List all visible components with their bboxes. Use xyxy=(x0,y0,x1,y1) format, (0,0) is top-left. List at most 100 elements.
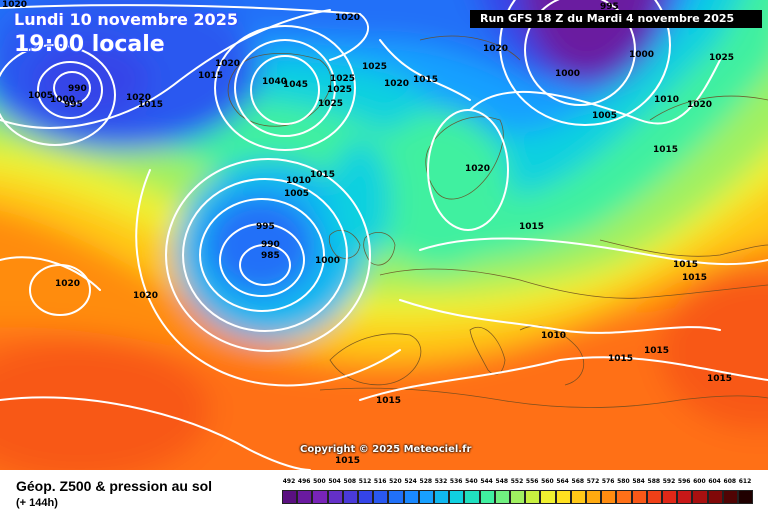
legend-footer: Géop. Z500 & pression au sol (+ 144h) 49… xyxy=(0,470,768,512)
isobar-label: 1015 xyxy=(519,222,544,232)
isobar-label: 1015 xyxy=(653,145,678,155)
scale-tick-label: 580 xyxy=(617,478,630,485)
isobar-label: 1015 xyxy=(310,170,335,180)
scale-tick-label: 528 xyxy=(419,478,433,485)
scale-tick-label: 584 xyxy=(632,478,645,485)
isobar-label: 1010 xyxy=(654,95,679,105)
scale-swatch xyxy=(358,490,374,504)
color-scale: 492 496 500 504 508 512 516 520 524 528 532 536 540 5… xyxy=(282,478,754,508)
isobar-label: 1000 xyxy=(555,69,580,79)
scale-swatch xyxy=(479,490,495,504)
scale-swatch xyxy=(601,490,617,504)
scale-swatch xyxy=(297,490,313,504)
scale-swatch xyxy=(662,490,678,504)
isobar-label: 990 xyxy=(68,84,87,94)
isobar-label: 1015 xyxy=(644,346,669,356)
map-canvas: 1020 1020 1020 1015 1005 990 1000 995 10… xyxy=(0,0,768,470)
isobar-label: 985 xyxy=(261,251,280,261)
geopotential-field xyxy=(0,0,768,470)
scale-tick-label: 600 xyxy=(693,478,706,485)
scale-swatch xyxy=(646,490,662,504)
isobar-label: 1000 xyxy=(315,256,340,266)
isobar-label: 1020 xyxy=(126,93,151,103)
scale-tick-label: 500 xyxy=(313,478,326,485)
scale-tick-label: 496 xyxy=(297,478,311,485)
scale-swatch xyxy=(631,490,647,504)
scale-tick-label: 556 xyxy=(525,478,539,485)
isobar-label: 1005 xyxy=(28,91,53,101)
isobar-label: 1010 xyxy=(286,176,311,186)
isobar-label: 1045 xyxy=(283,80,308,90)
scale-swatch xyxy=(722,490,738,504)
scale-tick-label: 592 xyxy=(662,478,676,485)
scale-tick-label: 492 xyxy=(282,478,296,485)
scale-tick-label: 604 xyxy=(708,478,721,485)
scale-tick-label: 552 xyxy=(510,478,524,485)
isobars xyxy=(0,0,768,470)
isobar-label: 1020 xyxy=(215,59,240,69)
scale-swatch xyxy=(312,490,328,504)
scale-swatch xyxy=(510,490,526,504)
isobar-label: 1000 xyxy=(50,95,75,105)
isobar-label: 1010 xyxy=(541,331,566,341)
isobar-label: 1020 xyxy=(335,13,360,23)
isobar-label: 1005 xyxy=(592,111,617,121)
run-info-label: Run GFS 18 Z du Mardi 4 novembre 2025 xyxy=(470,10,762,28)
isobar-label: 1015 xyxy=(335,456,360,466)
isobar-label: 1015 xyxy=(673,260,698,270)
isobar-label: 1000 xyxy=(629,50,654,60)
scale-swatch xyxy=(464,490,480,504)
isobar-label: 1020 xyxy=(2,0,27,10)
valid-time-title: 19:00 locale xyxy=(14,32,165,57)
isobar-label: 1025 xyxy=(362,62,387,72)
scale-tick-label: 516 xyxy=(373,478,387,485)
scale-swatch xyxy=(525,490,541,504)
isobar-label: 1005 xyxy=(284,189,309,199)
isobar-label: 995 xyxy=(256,222,275,232)
scale-swatch xyxy=(586,490,602,504)
scale-swatch xyxy=(434,490,450,504)
scale-tick-label: 596 xyxy=(677,478,691,485)
scale-tick-label: 532 xyxy=(434,478,448,485)
scale-tick-label: 512 xyxy=(358,478,372,485)
scale-swatch xyxy=(342,490,358,504)
isobar-label: 1020 xyxy=(133,291,158,301)
scale-tick-label: 560 xyxy=(541,478,554,485)
scale-swatch xyxy=(738,490,754,504)
forecast-hour-label: (+ 144h) xyxy=(16,497,58,509)
scale-tick-label: 564 xyxy=(556,478,569,485)
valid-date-title: Lundi 10 novembre 2025 xyxy=(14,10,238,29)
scale-tick-label: 540 xyxy=(465,478,478,485)
isobar-label: 1025 xyxy=(318,99,343,109)
scale-tick-label: 548 xyxy=(495,478,509,485)
parameter-title: Géop. Z500 & pression au sol xyxy=(16,478,213,494)
isobar-label: 1015 xyxy=(376,396,401,406)
isobar-label: 995 xyxy=(600,2,619,12)
scale-tick-label: 524 xyxy=(404,478,417,485)
isobar-label: 995 xyxy=(64,100,83,110)
scale-swatch xyxy=(555,490,571,504)
isobar-label: 1015 xyxy=(413,75,438,85)
isobar-label: 1015 xyxy=(138,100,163,110)
scale-tick-label: 508 xyxy=(343,478,357,485)
scale-swatch xyxy=(282,490,298,504)
isobar-label: 1040 xyxy=(262,77,287,87)
scale-tick-label: 504 xyxy=(328,478,341,485)
scale-tick-label: 608 xyxy=(723,478,737,485)
scale-swatch xyxy=(388,490,404,504)
isobar-label: 1015 xyxy=(608,354,633,364)
scale-swatch xyxy=(616,490,632,504)
isobar-label: 1020 xyxy=(55,279,80,289)
scale-tick-label: 576 xyxy=(601,478,615,485)
scale-tick-label: 612 xyxy=(738,478,752,485)
scale-swatch xyxy=(373,490,389,504)
isobar-label: 1025 xyxy=(709,53,734,63)
isobar-label: 1020 xyxy=(687,100,712,110)
scale-tick-label: 536 xyxy=(449,478,463,485)
isobar-label: 1025 xyxy=(327,85,352,95)
isobar-label: 1015 xyxy=(198,71,223,81)
scale-swatch xyxy=(540,490,556,504)
scale-swatch xyxy=(327,490,343,504)
scale-tick-label: 568 xyxy=(571,478,585,485)
isobar-label: 1020 xyxy=(465,164,490,174)
